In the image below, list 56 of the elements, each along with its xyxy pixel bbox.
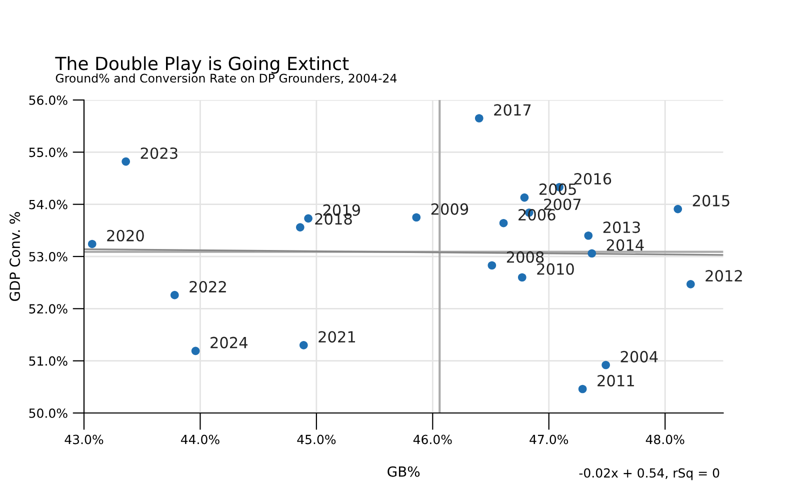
x-tick-label: 43.0% (64, 434, 104, 444)
y-tick-label: 50.0% (29, 408, 68, 418)
point (122, 157, 130, 166)
annotation: 2022 (190, 280, 226, 293)
y-tick-label: 51.0% (29, 356, 68, 366)
annotation: 2015 (692, 194, 730, 206)
annotation: 2005 (539, 183, 576, 195)
point (88, 240, 96, 248)
annotation: 2007 (544, 198, 581, 210)
y-tick-label: 54.0% (29, 200, 68, 210)
point (520, 193, 529, 202)
point (299, 341, 308, 350)
point (674, 204, 682, 214)
annotation: 2024 (210, 336, 248, 348)
point (170, 290, 179, 300)
annotation: 2009 (431, 203, 468, 215)
x-tick-label: 47.0% (530, 434, 568, 444)
annotation: 2013 (603, 222, 640, 234)
point (488, 261, 496, 270)
point (578, 384, 587, 394)
point (412, 213, 421, 222)
point (474, 114, 484, 122)
annotation: 2023 (140, 147, 178, 159)
annotation: 2020 (107, 230, 144, 242)
chart-subtitle: Ground% and Conversion Rate on DP Grounders, 2004-24 (56, 74, 397, 84)
annotation: 2011 (598, 374, 634, 386)
point (686, 280, 695, 288)
annotation: 2004 (620, 350, 658, 362)
annotation: 2010 (537, 263, 574, 275)
x-tick-label: 46.0% (413, 434, 452, 444)
chart-title: The Double Play is Going Extinct (55, 56, 349, 74)
point (602, 360, 610, 370)
x-axis-title: GB% (388, 466, 420, 477)
annotation: 2008 (506, 251, 544, 263)
annotation: 2012 (706, 270, 742, 282)
point (304, 214, 312, 223)
y-tick-label: 53.0% (29, 252, 68, 262)
annotation: 2016 (574, 173, 612, 185)
y-tick-label: 55.0% (29, 148, 68, 158)
point (518, 273, 526, 282)
annotation: 2014 (606, 239, 644, 251)
annotation: 2006 (518, 208, 556, 221)
y-axis-title: GDP Conv. % (10, 212, 20, 301)
y-tick-label: 52.0% (29, 304, 68, 314)
y-tick-label: 56.0% (29, 95, 68, 105)
text: -0.02x + 0.54, rSq = 0 (579, 468, 720, 480)
point (588, 249, 596, 258)
annotation: 2017 (494, 104, 531, 116)
x-tick-label: 44.0% (180, 434, 220, 444)
x-tick-label: 48.0% (646, 434, 684, 444)
point (584, 231, 593, 240)
point (191, 346, 200, 356)
annotation: 2021 (318, 331, 356, 343)
point (499, 218, 508, 228)
x-tick-label: 45.0% (297, 434, 336, 444)
point (296, 223, 304, 232)
